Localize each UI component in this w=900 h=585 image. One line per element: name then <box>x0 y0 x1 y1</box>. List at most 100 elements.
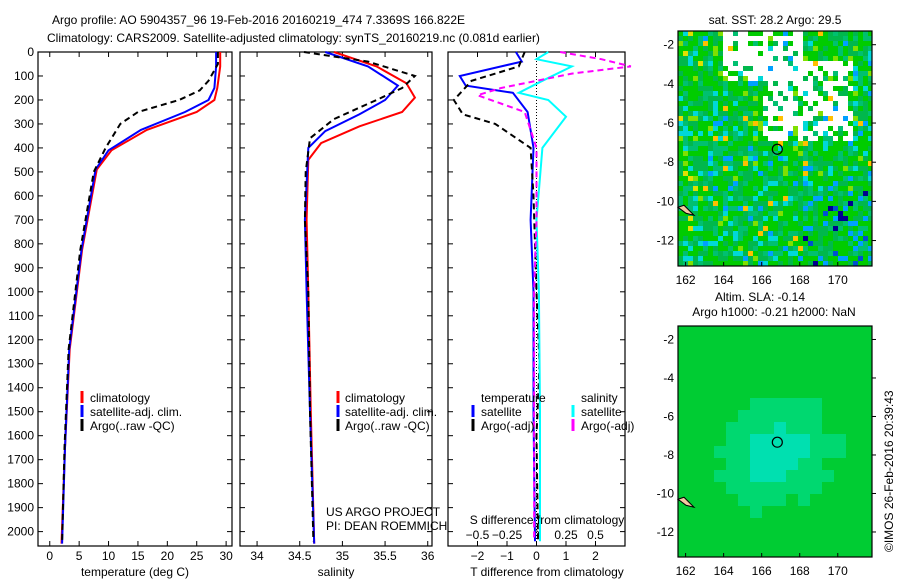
map-cell <box>822 374 834 386</box>
map-cell <box>723 226 728 231</box>
map-cell <box>803 51 808 56</box>
map-cell <box>743 226 748 231</box>
map-cell <box>678 410 690 422</box>
map-cell <box>818 236 823 241</box>
map-cell <box>858 231 863 236</box>
map-cell <box>758 226 763 231</box>
map-cell <box>783 236 788 241</box>
map-cell <box>848 106 853 111</box>
map-cell <box>743 196 748 201</box>
map-cell <box>733 181 738 186</box>
map-cell <box>702 386 714 398</box>
map-cell <box>773 216 778 221</box>
map-cell <box>823 51 828 56</box>
map-cell <box>848 241 853 246</box>
map-cell <box>848 251 853 256</box>
map-cell <box>803 216 808 221</box>
map-cell <box>753 146 758 151</box>
map-cell <box>753 171 758 176</box>
map-cell <box>723 241 728 246</box>
map-cell <box>733 136 738 141</box>
map-cell <box>773 126 778 131</box>
map-cell <box>838 56 843 61</box>
map-cell <box>813 81 818 86</box>
map-cell <box>753 151 758 156</box>
map-cell <box>683 126 688 131</box>
map-cell <box>708 171 713 176</box>
map-cell <box>846 362 858 374</box>
temperature-panel: 0100200300400500600700800900100011001200… <box>7 45 233 563</box>
map-cell <box>714 398 726 410</box>
map-cell <box>728 206 733 211</box>
map-cell <box>718 256 723 261</box>
map-cell <box>818 31 823 36</box>
map-cell <box>726 422 738 434</box>
map-cell <box>808 46 813 51</box>
map-cell <box>693 221 698 226</box>
map-cell <box>786 326 798 338</box>
map-cell <box>723 231 728 236</box>
map-cell <box>683 246 688 251</box>
map-cell <box>718 196 723 201</box>
map-cell <box>818 86 823 91</box>
map-cell <box>758 256 763 261</box>
map-cell <box>718 136 723 141</box>
map-cell <box>838 151 843 156</box>
map-cell <box>846 338 858 350</box>
map-cell <box>788 61 793 66</box>
map-cell <box>718 146 723 151</box>
map-cell <box>870 398 872 410</box>
map-cell <box>853 111 858 116</box>
map-cell <box>702 554 714 557</box>
map-cell <box>848 41 853 46</box>
y-tick-label: -12 <box>657 525 675 539</box>
map-cell <box>773 246 778 251</box>
map-cell <box>858 121 863 126</box>
map-cell <box>688 136 693 141</box>
map-cell <box>703 66 708 71</box>
map-cell <box>726 506 738 518</box>
map-cell <box>728 136 733 141</box>
map-cell <box>713 76 718 81</box>
x-tick-label: 164 <box>714 273 734 287</box>
map-cell <box>718 216 723 221</box>
map-cell <box>828 146 833 151</box>
map-cell <box>738 206 743 211</box>
y-tick-label: -8 <box>663 155 674 169</box>
map-cell <box>758 176 763 181</box>
map-cell <box>848 36 853 41</box>
map-cell <box>768 41 773 46</box>
map-cell <box>698 186 703 191</box>
map-cell <box>738 326 750 338</box>
map-cell <box>738 126 743 131</box>
map-cell <box>843 176 848 181</box>
map-cell <box>783 166 788 171</box>
map-cell <box>803 211 808 216</box>
map-cell <box>798 554 810 557</box>
map-cell <box>773 81 778 86</box>
map-cell <box>774 554 786 557</box>
map-cell <box>808 51 813 56</box>
map-cell <box>834 530 846 542</box>
map-cell <box>733 221 738 226</box>
map-cell <box>738 161 743 166</box>
map-cell <box>743 111 748 116</box>
y-tick-label: -4 <box>663 77 674 91</box>
map-cell <box>678 61 683 66</box>
island-shape <box>676 204 696 217</box>
map-cell <box>848 51 853 56</box>
map-cell <box>868 256 872 261</box>
map-cell <box>858 446 870 458</box>
map-cell <box>768 146 773 151</box>
map-cell <box>698 166 703 171</box>
map-cell <box>808 156 813 161</box>
map-cell <box>698 141 703 146</box>
map-cell <box>702 434 714 446</box>
map-cell <box>838 241 843 246</box>
map-cell <box>728 251 733 256</box>
map-cell <box>750 374 762 386</box>
map-cell <box>690 398 702 410</box>
map-cell <box>678 106 683 111</box>
map-cell <box>823 231 828 236</box>
map-cell <box>834 422 846 434</box>
